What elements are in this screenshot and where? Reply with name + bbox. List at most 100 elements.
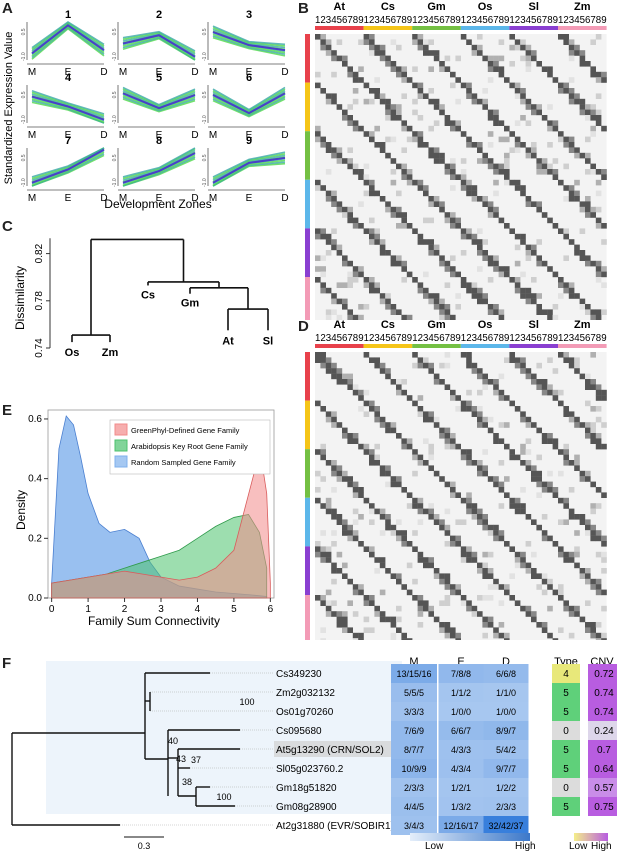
heatmap-cell [482,379,488,385]
heatmap-cell [487,622,494,628]
heatmap-cell [320,228,326,234]
zone-tick-label: E [156,67,163,78]
heatmap-cell [423,287,429,294]
heatmap-cell [331,190,337,197]
expression-cell [391,759,437,778]
heatmap-cell [401,147,407,153]
cluster-member-line [122,154,196,186]
heatmap-cell [450,71,456,78]
heatmap-cell [471,514,478,520]
heatmap-cell [347,481,353,488]
heatmap-cell [455,217,461,224]
heatmap-cell [460,595,467,601]
heatmap-cell [585,622,591,628]
cluster-member-line [122,32,196,55]
heatmap-cell [352,169,359,175]
heatmap-cell [439,104,445,110]
heatmap-cell [590,427,596,434]
heatmap-cell [541,309,548,315]
heatmap-cell [428,244,434,251]
heatmap-cell [342,470,348,477]
heatmap-cell [325,557,332,563]
heatmap-cell [352,223,359,229]
zone-tick-label: E [65,130,72,141]
heatmap-cell [482,152,488,159]
heatmap-cell [563,357,569,363]
heatmap-cell [460,179,467,186]
heatmap-cell [358,39,364,45]
heatmap-cell [347,373,353,380]
heatmap-cell [504,152,510,159]
heatmap-cell [585,104,591,110]
heatmap-cell [595,223,602,229]
heatmap-cell [363,595,370,601]
heatmap-cell [531,373,537,380]
heatmap-cell [401,174,407,180]
heatmap-cell [466,508,472,515]
cluster-ytick: 0.5 [112,91,118,98]
legend-swatch [114,423,128,436]
heatmap-cell [493,481,499,488]
heatmap-cell [509,449,515,455]
heatmap-cell [428,147,434,153]
heatmap-cell [401,266,407,272]
species-color-bar-vertical [305,400,310,450]
species-color-bar-vertical [305,179,310,229]
heatmap-cell [336,55,343,62]
panel-letter-d: D [298,318,309,335]
heatmap-cell [363,389,370,396]
heatmap-cell [385,298,391,305]
heatmap-cell [433,304,440,310]
heatmap-cell [352,611,359,617]
gene-highlight [274,741,400,757]
heatmap-cell [531,616,537,623]
heatmap-cell [396,104,402,110]
heatmap-cell [379,142,386,148]
zone-tick-label: E [246,193,253,204]
heatmap-cell [568,362,575,369]
heatmap-cell [417,282,424,288]
heatmap-cell [547,487,553,493]
heatmap-cell [547,584,553,590]
heatmap-cell [379,250,386,256]
heatmap-cell [509,82,515,89]
expression-cell [483,740,529,759]
heatmap-cell [423,508,429,515]
heatmap-cell [342,61,348,67]
c-ytick-label: 0.78 [34,291,45,311]
heatmap-cell [342,530,348,536]
heatmap-cell [428,201,434,207]
heatmap-cell [601,589,607,596]
heatmap-cell [352,163,359,170]
heatmap-cell [514,233,521,240]
heatmap-cell [487,595,494,601]
species-label: At [333,319,345,331]
panel-b-grid [305,34,607,320]
heatmap-cell [439,433,445,439]
heatmap-cell [466,228,472,234]
cnv-cell [588,740,617,759]
heatmap-cell [428,250,434,256]
heatmap-cell [363,131,370,137]
heatmap-cell [336,368,343,374]
heatmap-cell [601,239,607,245]
heatmap-cell [390,115,397,121]
heatmap-cell [536,61,542,67]
heatmap-cell [369,217,375,224]
zone-tick-label: M [209,67,217,78]
zone-tick-label: M [28,130,36,141]
heatmap-cell [460,454,467,461]
heatmap-cell [379,244,386,251]
heatmap-cell [487,309,494,315]
heatmap-cell [320,595,326,601]
heatmap-cell [558,400,564,407]
heatmap-cell [325,551,332,558]
cnv-value: 0.24 [594,726,614,737]
heatmap-cell [525,368,532,374]
heatmap-cell [396,379,402,385]
heatmap-cell [595,384,602,390]
heatmap-cell [331,460,337,466]
heatmap-cell [460,600,467,606]
cluster-member-line [31,147,105,178]
panel-e-density: Density Family Sum Connectivity 0 1 2 3 4 5 60… [14,409,275,628]
